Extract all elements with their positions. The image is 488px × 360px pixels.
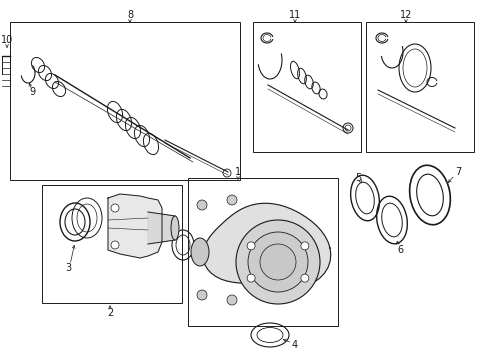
Polygon shape [203,203,330,289]
Circle shape [236,220,319,304]
Circle shape [246,242,255,250]
Text: 7: 7 [454,167,460,177]
Text: 2: 2 [107,308,113,318]
Text: 6: 6 [396,245,402,255]
Text: 8: 8 [127,10,133,20]
Text: 10: 10 [1,35,13,45]
Ellipse shape [171,216,179,240]
Circle shape [226,195,237,205]
Circle shape [197,200,206,210]
Bar [42,185,182,303]
Circle shape [223,169,230,177]
Circle shape [111,241,119,249]
Text: 3: 3 [65,263,71,273]
Circle shape [300,242,308,250]
Text: 12: 12 [399,10,411,20]
Text: 5: 5 [354,173,360,183]
Bar [365,22,473,152]
Polygon shape [108,194,162,258]
Text: 9: 9 [29,87,35,97]
Circle shape [226,295,237,305]
Polygon shape [148,212,175,244]
Circle shape [111,204,119,212]
Bar [252,22,360,152]
Circle shape [197,290,206,300]
Bar [10,22,240,180]
Text: 11: 11 [288,10,301,20]
Circle shape [260,244,295,280]
Circle shape [300,274,308,282]
Circle shape [247,232,307,292]
Ellipse shape [191,238,208,266]
Bar [187,178,337,326]
Text: 4: 4 [291,340,298,350]
Circle shape [246,274,255,282]
Text: 1: 1 [234,167,241,177]
